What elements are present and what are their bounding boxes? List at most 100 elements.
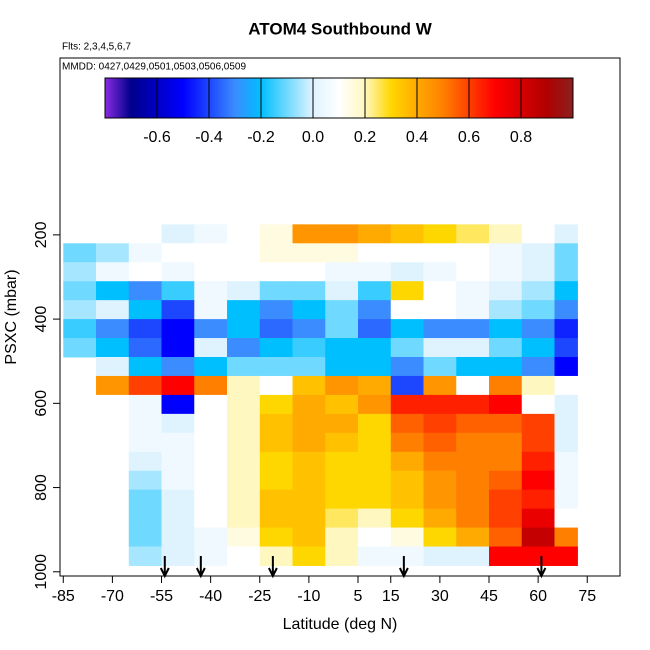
- heat-cell: [358, 546, 392, 566]
- heat-cell: [554, 546, 578, 566]
- heat-cell: [423, 394, 457, 415]
- heat-cell: [489, 243, 523, 263]
- colorbar: [104, 77, 574, 119]
- heat-cell: [128, 338, 163, 358]
- heat-cell: [456, 451, 490, 472]
- heat-cell: [554, 432, 578, 453]
- y-axis-label: PSXC (mbar): [3, 269, 20, 364]
- heat-cell: [521, 224, 556, 244]
- heat-cell: [292, 546, 326, 566]
- heat-cell: [390, 375, 425, 396]
- heat-cell: [554, 319, 578, 339]
- heat-cell: [259, 489, 294, 510]
- heat-cell: [227, 281, 261, 301]
- heat-cell: [358, 375, 392, 396]
- heat-cell: [456, 375, 490, 396]
- heat-cell: [456, 262, 490, 282]
- heat-cell: [194, 413, 228, 434]
- heat-cell: [554, 243, 578, 263]
- heat-cell: [489, 319, 523, 339]
- colorbar-tick-label: -0.4: [195, 129, 223, 146]
- annotation: MMDD: 0427,0429,0501,0503,0506,0509: [62, 62, 246, 73]
- heat-cell: [227, 451, 261, 472]
- heat-cell: [554, 357, 578, 377]
- heat-cell: [227, 224, 261, 244]
- heat-cell: [259, 319, 294, 339]
- heat-cell: [96, 357, 130, 377]
- heat-cell: [161, 470, 195, 491]
- x-tick-label: -10: [297, 588, 320, 605]
- heat-cell: [423, 527, 457, 548]
- heat-cell: [489, 281, 523, 301]
- y-tick-label: 600: [33, 390, 50, 417]
- heat-cell: [259, 338, 294, 358]
- heat-cell: [423, 243, 457, 263]
- heat-cell: [325, 262, 359, 282]
- heat-cell: [325, 413, 359, 434]
- heat-cell: [259, 243, 294, 263]
- colorbar-tick-label: -0.2: [247, 129, 275, 146]
- y-tick-label: 400: [33, 306, 50, 333]
- heat-cell: [456, 489, 490, 510]
- heat-cell: [161, 300, 195, 320]
- heat-cell: [521, 413, 556, 434]
- heat-cell: [227, 489, 261, 510]
- heat-cell: [161, 527, 195, 548]
- heat-cell: [456, 470, 490, 491]
- heat-cell: [96, 262, 130, 282]
- heat-cell: [292, 432, 326, 453]
- heat-cell: [390, 432, 425, 453]
- heat-cell: [194, 281, 228, 301]
- heat-cell: [96, 243, 130, 263]
- heat-cell: [489, 413, 523, 434]
- colorbar-tick-label: 0.0: [302, 129, 324, 146]
- heat-cell: [456, 546, 490, 566]
- x-tick-label: 75: [578, 588, 596, 605]
- heat-cell: [423, 508, 457, 529]
- heat-cell: [325, 224, 359, 244]
- heat-cell: [96, 338, 130, 358]
- heat-cell: [521, 546, 556, 566]
- heat-cell: [259, 470, 294, 491]
- heat-cell: [521, 243, 556, 263]
- heat-cell: [423, 281, 457, 301]
- heat-cell: [390, 262, 425, 282]
- plot-frame: [59, 57, 621, 577]
- heat-cell: [489, 508, 523, 529]
- heat-cell: [325, 546, 359, 566]
- heat-cell: [390, 508, 425, 529]
- heat-cell: [259, 375, 294, 396]
- heat-cell: [227, 319, 261, 339]
- heat-cell: [227, 262, 261, 282]
- heat-cell: [259, 300, 294, 320]
- heat-cell: [161, 243, 195, 263]
- heat-cell: [358, 527, 392, 548]
- heat-cell: [194, 508, 228, 529]
- heat-cell: [390, 281, 425, 301]
- x-tick-label: -70: [101, 588, 124, 605]
- heat-cell: [325, 470, 359, 491]
- x-tick-label: 5: [354, 588, 363, 605]
- heat-cell: [456, 508, 490, 529]
- heat-cell: [325, 451, 359, 472]
- heat-cell: [292, 338, 326, 358]
- colorbar-tick-label: -0.6: [143, 129, 171, 146]
- x-tick-label: -25: [248, 588, 271, 605]
- heat-cell: [227, 527, 261, 548]
- heat-cell: [161, 375, 195, 396]
- heat-cell: [292, 319, 326, 339]
- heat-cell: [128, 319, 163, 339]
- heat-cell: [456, 432, 490, 453]
- heat-cell: [358, 224, 392, 244]
- heat-cell: [194, 262, 228, 282]
- heat-cell: [292, 300, 326, 320]
- heat-cell: [358, 394, 392, 415]
- heat-cell: [554, 281, 578, 301]
- heat-cell: [292, 394, 326, 415]
- heat-cell: [390, 413, 425, 434]
- heat-cell: [128, 262, 163, 282]
- heat-cell: [325, 375, 359, 396]
- heat-cell: [227, 300, 261, 320]
- heat-cell: [161, 451, 195, 472]
- heat-cell: [358, 300, 392, 320]
